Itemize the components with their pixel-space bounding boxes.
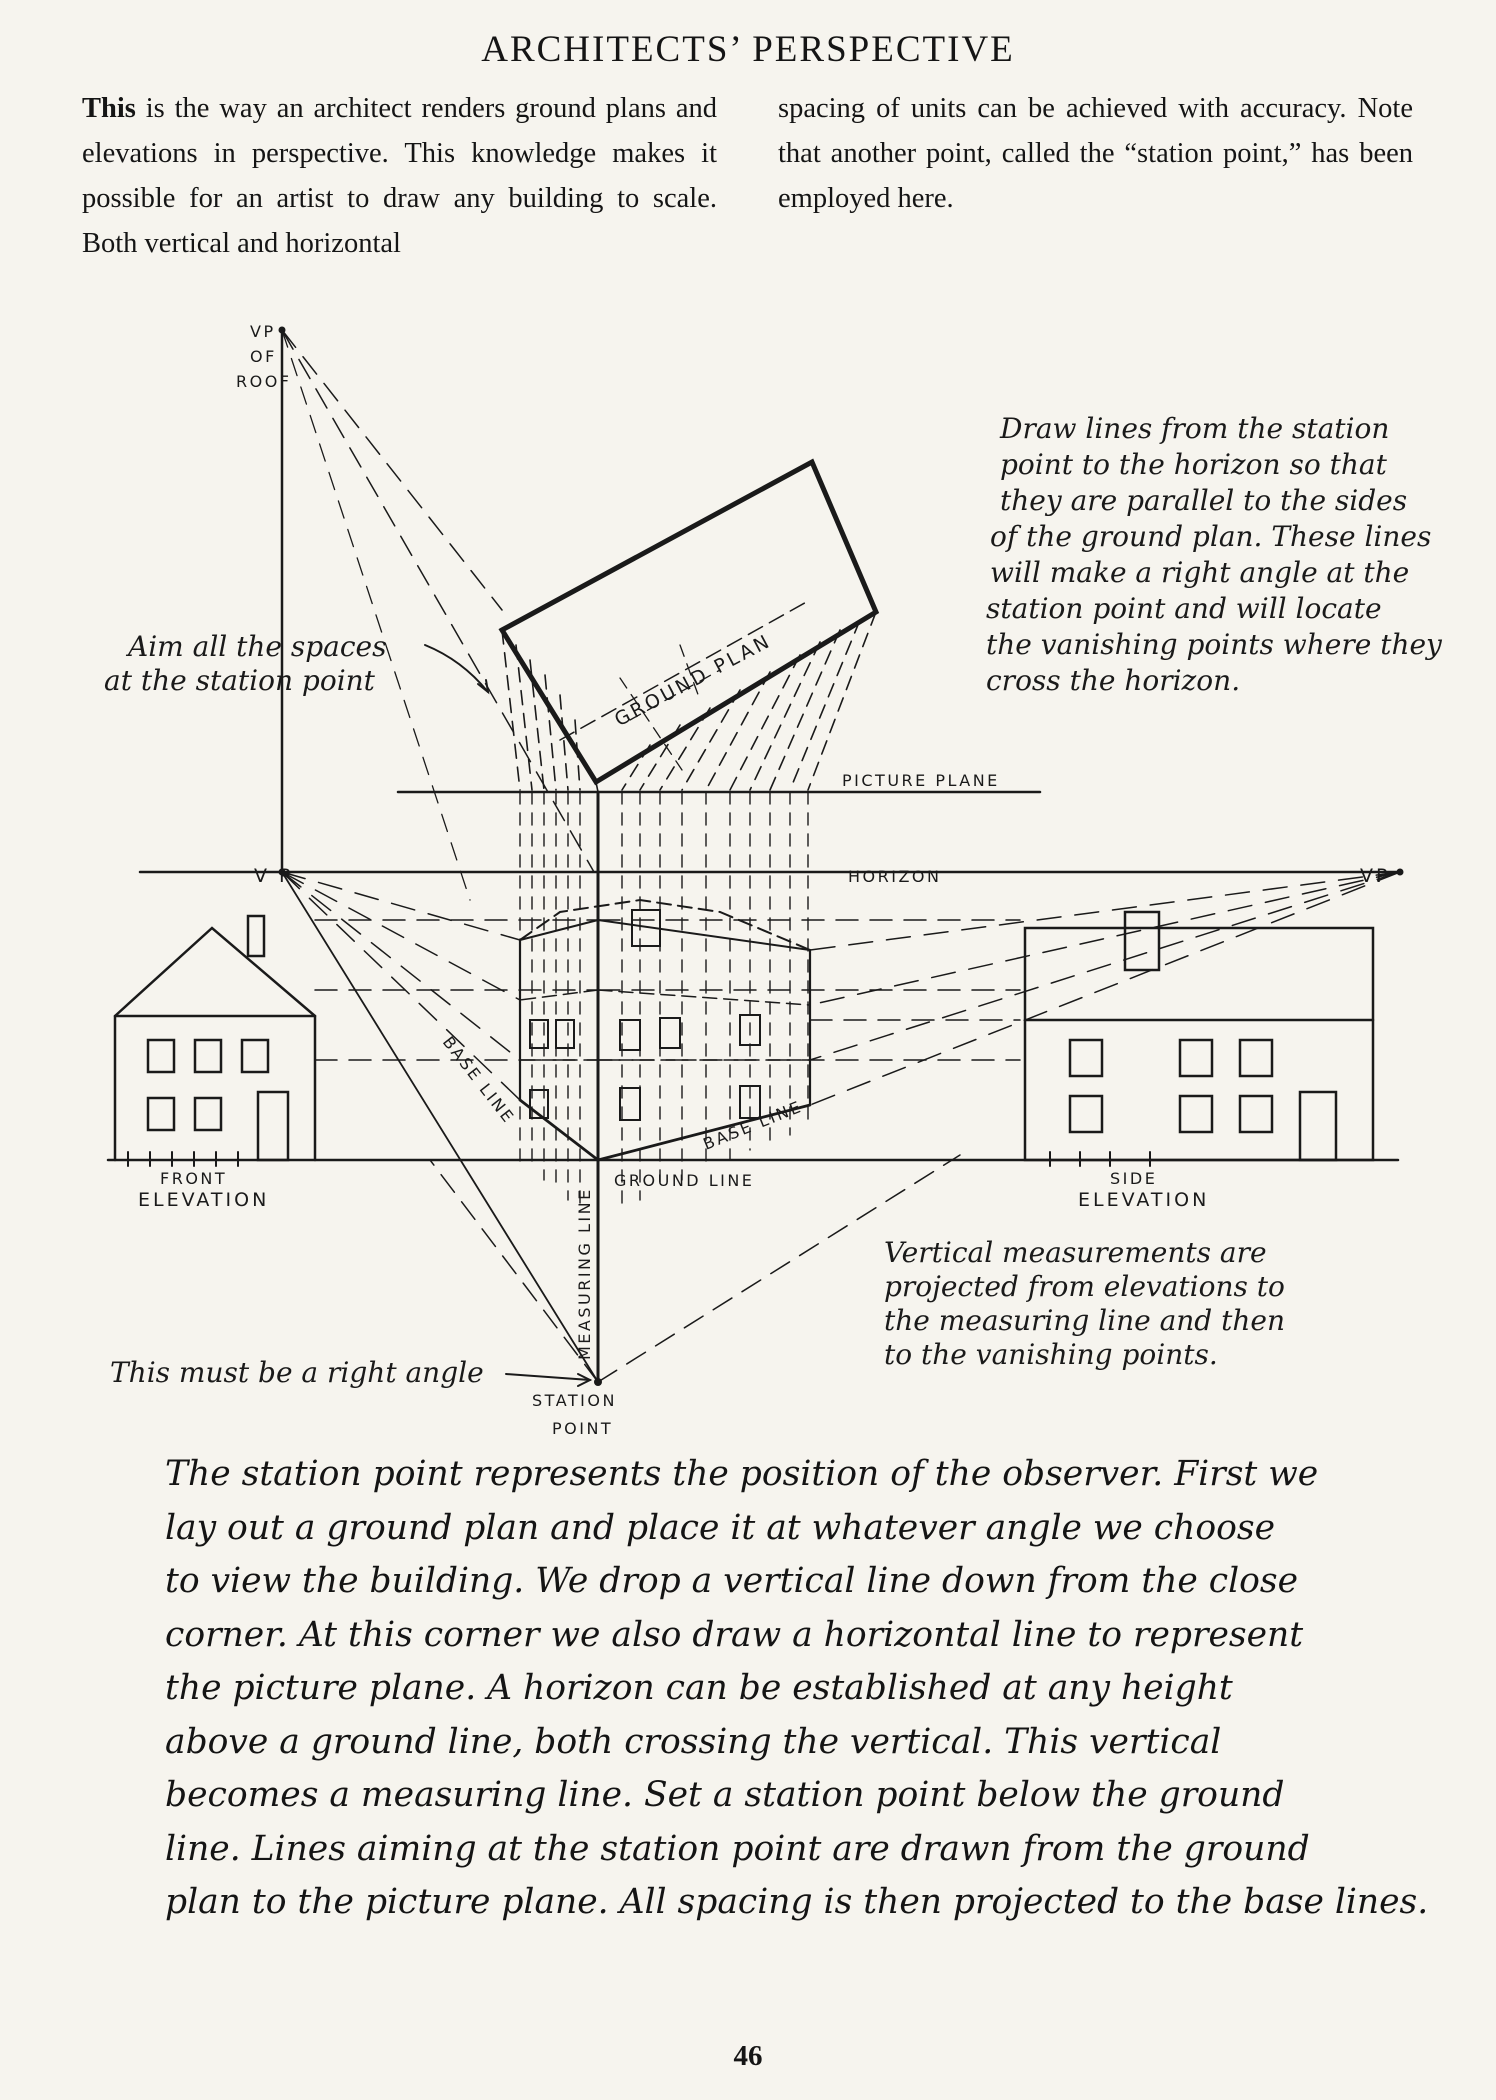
- vp-roof-label-2: OF: [250, 347, 277, 366]
- base-line-right-label: BASE LINE: [700, 1097, 805, 1154]
- perspective-diagram: VP OF ROOF GROUND PLAN PICTURE PLANE HOR…: [104, 322, 1443, 1438]
- draw-note-line-4: of the ground plan. These lines: [990, 520, 1431, 553]
- explanation-line-6: above a ground line, both crossing the v…: [165, 1721, 1222, 1762]
- vp-left-label: V P: [254, 865, 294, 887]
- front-elevation-label-1: FRONT: [160, 1169, 227, 1188]
- intro-left-text: is the way an architect renders ground p…: [82, 93, 717, 259]
- vp-roof-label-1: VP: [250, 322, 276, 341]
- vp-roof-label-3: ROOF: [236, 372, 292, 391]
- intro-left-column: This is the way an architect renders gro…: [82, 86, 717, 266]
- explanation-line-9: plan to the picture plane. All spacing i…: [165, 1882, 1429, 1922]
- page-number: 46: [733, 2040, 763, 2072]
- right-angle-note: This must be a right angle: [110, 1356, 484, 1389]
- draw-note-line-5: will make a right angle at the: [990, 556, 1409, 589]
- explanation-line-2: lay out a ground plan and place it at wh…: [165, 1507, 1275, 1548]
- vp-right-label: VP: [1360, 865, 1390, 887]
- ground-line-label: GROUND LINE: [614, 1171, 754, 1190]
- explanation-line-7: becomes a measuring line. Set a station …: [165, 1775, 1285, 1815]
- explanation-text: The station point represents the positio…: [165, 1448, 1429, 1930]
- explanation-line-4: corner. At this corner we also draw a ho…: [165, 1614, 1304, 1655]
- vertical-note-line-4: to the vanishing points.: [884, 1338, 1218, 1371]
- base-line-left-label: BASE LINE: [439, 1033, 519, 1128]
- draw-note-line-7: the vanishing points where they: [986, 628, 1443, 661]
- vertical-note-line-2: projected from elevations to: [884, 1270, 1285, 1303]
- explanation-line-3: to view the building. We drop a vertical…: [165, 1561, 1299, 1601]
- station-point-label-1: STATION: [532, 1391, 617, 1410]
- horizon-label: HORIZON: [848, 867, 941, 886]
- explanation-line-5: the picture plane. A horizon can be esta…: [165, 1668, 1233, 1708]
- page-title: ARCHITECTS’ PERSPECTIVE: [481, 29, 1015, 70]
- explanation-line-8: line. Lines aiming at the station point …: [165, 1828, 1310, 1869]
- front-elevation-label-2: ELEVATION: [138, 1189, 269, 1211]
- draw-note-line-3: they are parallel to the sides: [1000, 484, 1407, 517]
- side-elevation-label-2: ELEVATION: [1078, 1189, 1209, 1211]
- aim-note-line-1: Aim all the spaces: [125, 630, 387, 663]
- measuring-line-label: MEASURING LINE: [575, 1187, 594, 1360]
- explanation-line-1: The station point represents the positio…: [165, 1454, 1319, 1494]
- vertical-note-line-3: the measuring line and then: [884, 1304, 1285, 1337]
- side-elevation-label-1: SIDE: [1110, 1169, 1157, 1188]
- ground-plan-label: GROUND PLAN: [611, 630, 775, 731]
- draw-lines-note: Draw lines from the station point to the…: [986, 412, 1443, 697]
- vertical-note-line-1: Vertical measurements are: [884, 1236, 1267, 1269]
- vertical-measurements-note: Vertical measurements are projected from…: [884, 1236, 1285, 1371]
- intro-right-column: spacing of units can be achieved with ac…: [778, 93, 1413, 214]
- draw-note-line-6: station point and will locate: [986, 592, 1382, 625]
- intro-lead-word: This: [82, 93, 136, 124]
- draw-note-line-1: Draw lines from the station: [999, 412, 1389, 445]
- draw-note-line-8: cross the horizon.: [986, 664, 1240, 697]
- aim-note-line-2: at the station point: [104, 664, 376, 697]
- station-point-label-2: POINT: [552, 1419, 613, 1438]
- picture-plane-label: PICTURE PLANE: [842, 771, 1000, 790]
- draw-note-line-2: point to the horizon so that: [1000, 448, 1388, 481]
